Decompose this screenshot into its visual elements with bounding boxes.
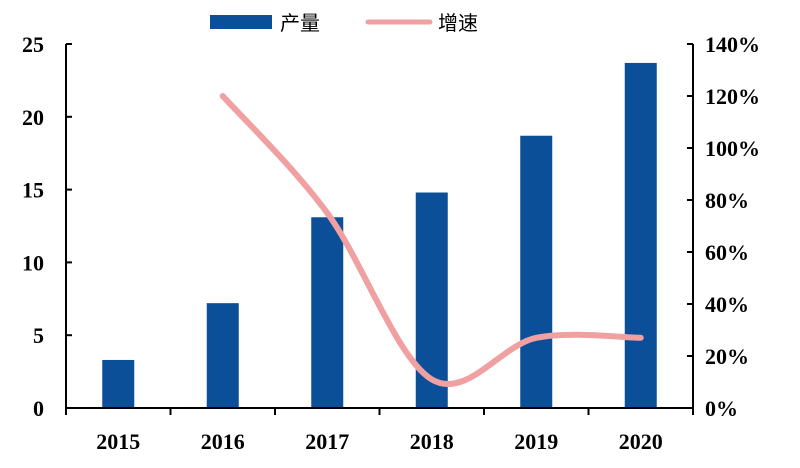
bar-2020 (624, 62, 657, 408)
bar-2019 (520, 135, 553, 408)
right-tick-label: 40% (705, 292, 749, 317)
bar-2015 (102, 359, 135, 408)
bar-2016 (206, 303, 239, 408)
right-tick-label: 140% (705, 32, 760, 57)
right-tick-label: 20% (705, 344, 749, 369)
left-tick-label: 20 (22, 105, 44, 130)
legend-swatch-bar (210, 15, 272, 29)
x-tick-label: 2020 (619, 429, 663, 454)
left-tick-label: 15 (22, 178, 44, 203)
x-tick-label: 2018 (410, 429, 454, 454)
bar-2017 (311, 217, 344, 408)
right-tick-label: 60% (705, 240, 749, 265)
x-tick-label: 2015 (96, 429, 140, 454)
x-tick-label: 2019 (514, 429, 558, 454)
left-tick-label: 25 (22, 32, 44, 57)
legend: 产量 增速 (210, 11, 478, 35)
x-tick-label: 2016 (201, 429, 245, 454)
right-tick-label: 80% (705, 188, 749, 213)
right-tick-label: 120% (705, 84, 760, 109)
legend-label-growth: 增速 (438, 11, 478, 35)
right-tick-label: 0% (705, 396, 738, 421)
right-tick-label: 100% (705, 136, 760, 161)
x-tick-label: 2017 (305, 429, 349, 454)
bar-2018 (415, 192, 448, 408)
left-tick-label: 10 (22, 250, 44, 275)
legend-label-production: 产量 (280, 11, 320, 35)
left-tick-label: 0 (33, 396, 44, 421)
growth-line (219, 93, 644, 388)
left-tick-label: 5 (33, 323, 44, 348)
